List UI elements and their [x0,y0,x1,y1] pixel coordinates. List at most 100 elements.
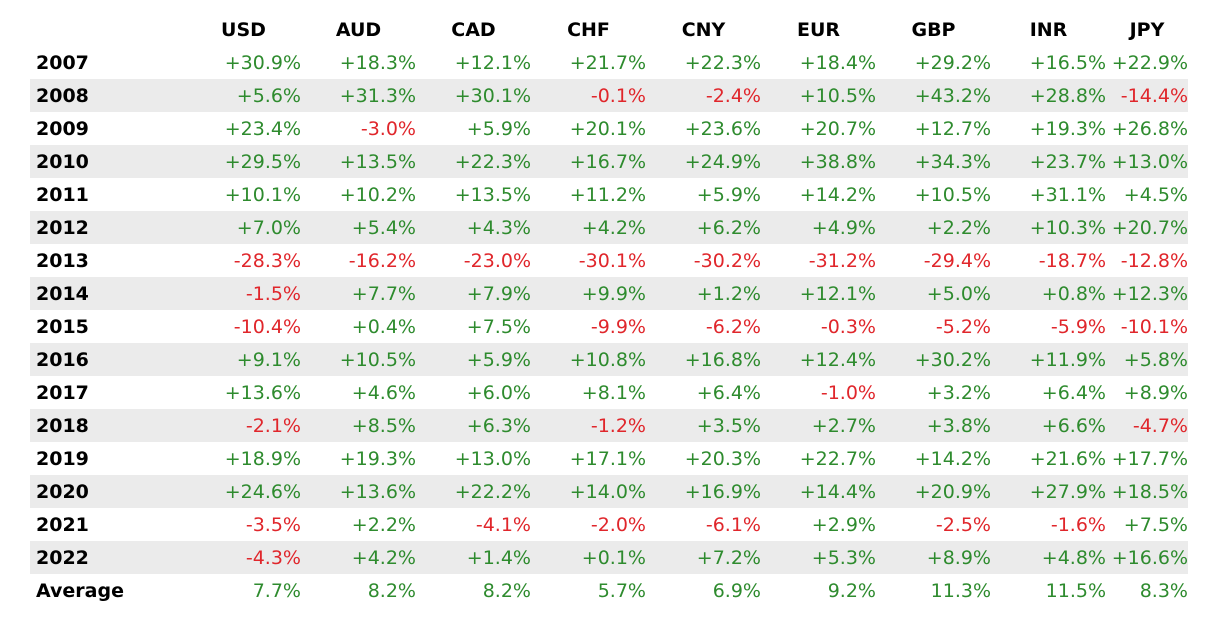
value-cell-eur: +12.4% [761,343,876,376]
value-cell-gbp: +43.2% [876,79,991,112]
value-cell-usd: -28.3% [233,249,301,272]
row-label: 2022 [30,541,186,574]
value-cell-inr: +0.8% [991,277,1106,310]
value-cell-aud: -3.0% [360,117,416,140]
value-cell-cny: 6.9% [712,579,761,602]
value-cell-aud: +0.4% [351,315,416,338]
value-cell-cad: +5.9% [466,117,531,140]
table-row: Average 7.7% 8.2% 8.2% 5.7% 6.9% 9.2% 11.3% 11.5… [30,574,1188,607]
value-cell-usd: -10.4% [233,315,301,338]
value-cell-cny: +16.9% [646,475,761,508]
row-label: 2011 [36,183,89,206]
value-cell-usd: +23.4% [224,117,301,140]
value-cell-usd: -3.5% [245,513,301,536]
row-label: 2010 [30,145,186,178]
value-cell-cad: +22.2% [416,475,531,508]
table-row: 2013 -28.3% -16.2% -23.0% -30.1% -30.2% -31.2%… [30,244,1188,277]
value-cell-inr: -18.7% [1038,249,1106,272]
value-cell-cny: +7.2% [646,541,761,574]
column-header-chf: CHF [567,18,610,41]
value-cell-cny: +22.3% [684,51,761,74]
returns-table: USD AUD CAD CHF CNY EUR GBP INR JPY 2007 +30.9% +1… [30,13,1188,607]
value-cell-inr: +10.3% [991,211,1106,244]
row-label: Average [36,579,124,602]
value-cell-gbp: +34.3% [876,145,991,178]
value-cell-gbp: +30.2% [876,343,991,376]
value-cell-cny: +3.5% [646,409,761,442]
table-row: 2016 +9.1% +10.5% +5.9% +10.8% +16.8% +12.4% +3… [30,343,1188,376]
value-cell-eur: +5.3% [761,541,876,574]
value-cell-jpy: +16.6% [1106,541,1188,574]
value-cell-gbp: +8.9% [876,541,991,574]
value-cell-usd: +29.5% [186,145,301,178]
value-cell-aud: +2.2% [351,513,416,536]
value-cell-cad: 8.2% [482,579,531,602]
value-cell-cad: +6.0% [466,381,531,404]
value-cell-eur: +18.4% [799,51,876,74]
row-label: 2015 [36,315,89,338]
value-cell-cad: +1.4% [416,541,531,574]
value-cell-inr: +23.7% [991,145,1106,178]
column-header-cny: CNY [681,18,726,41]
value-cell-jpy: -12.8% [1120,249,1188,272]
value-cell-gbp: +3.2% [926,381,991,404]
value-cell-inr: +16.5% [1029,51,1106,74]
value-cell-gbp: -29.4% [923,249,991,272]
value-cell-chf: 5.7% [597,579,646,602]
value-cell-usd: -2.1% [186,409,301,442]
value-cell-aud: +5.4% [301,211,416,244]
value-cell-jpy: +26.8% [1111,117,1188,140]
value-cell-gbp: +29.2% [914,51,991,74]
value-cell-jpy: +13.0% [1106,145,1188,178]
value-cell-gbp: +14.2% [914,447,991,470]
value-cell-cny: +24.9% [646,145,761,178]
value-cell-eur: +22.7% [799,447,876,470]
table-row: 2020 +24.6% +13.6% +22.2% +14.0% +16.9% +14.4%… [30,475,1188,508]
value-cell-eur: +14.2% [799,183,876,206]
row-label: 2016 [30,343,186,376]
value-cell-cad: -23.0% [463,249,531,272]
value-cell-cny: +16.8% [646,343,761,376]
table-row: 2019 +18.9% +19.3% +13.0% +17.1% +20.3% +22.7%… [30,442,1188,475]
value-cell-jpy: +20.7% [1106,211,1188,244]
row-label: 2014 [30,277,186,310]
column-header-eur: EUR [796,18,841,41]
value-cell-chf: +0.1% [531,541,646,574]
value-cell-chf: +10.8% [531,343,646,376]
value-cell-aud: 8.2% [367,579,416,602]
value-cell-jpy: +4.5% [1123,183,1188,206]
value-cell-chf: +16.7% [531,145,646,178]
value-cell-jpy: 8.3% [1139,579,1188,602]
value-cell-inr: 11.5% [1045,579,1106,602]
value-cell-gbp: -5.2% [935,315,991,338]
value-cell-cad: +7.9% [416,277,531,310]
value-cell-cad: +5.9% [416,343,531,376]
row-label: 2020 [30,475,186,508]
value-cell-chf: +17.1% [569,447,646,470]
value-cell-cny: +6.4% [696,381,761,404]
row-label: 2009 [36,117,89,140]
row-label: 2021 [36,513,89,536]
value-cell-cad: +4.3% [416,211,531,244]
value-cell-eur: +10.5% [761,79,876,112]
value-cell-usd: -4.3% [186,541,301,574]
value-cell-inr: +11.9% [991,343,1106,376]
column-header-gbp: GBP [911,18,956,41]
value-cell-inr: +4.8% [991,541,1106,574]
value-cell-gbp: +20.9% [876,475,991,508]
value-cell-usd: +7.0% [186,211,301,244]
value-cell-eur: -0.3% [820,315,876,338]
value-cell-chf: -9.9% [590,315,646,338]
value-cell-gbp: +5.0% [876,277,991,310]
value-cell-cad: +6.3% [416,409,531,442]
value-cell-aud: +4.2% [301,541,416,574]
row-label: 2012 [30,211,186,244]
value-cell-gbp: +12.7% [914,117,991,140]
value-cell-eur: -1.0% [820,381,876,404]
value-cell-inr: +31.1% [1029,183,1106,206]
table-body: 2007 +30.9% +18.3% +12.1% +21.7% +22.3% +18.4%… [30,46,1188,607]
value-cell-eur: +2.7% [761,409,876,442]
column-header-cad: CAD [451,18,496,41]
value-cell-cny: -6.1% [705,513,761,536]
value-cell-chf: -2.0% [590,513,646,536]
